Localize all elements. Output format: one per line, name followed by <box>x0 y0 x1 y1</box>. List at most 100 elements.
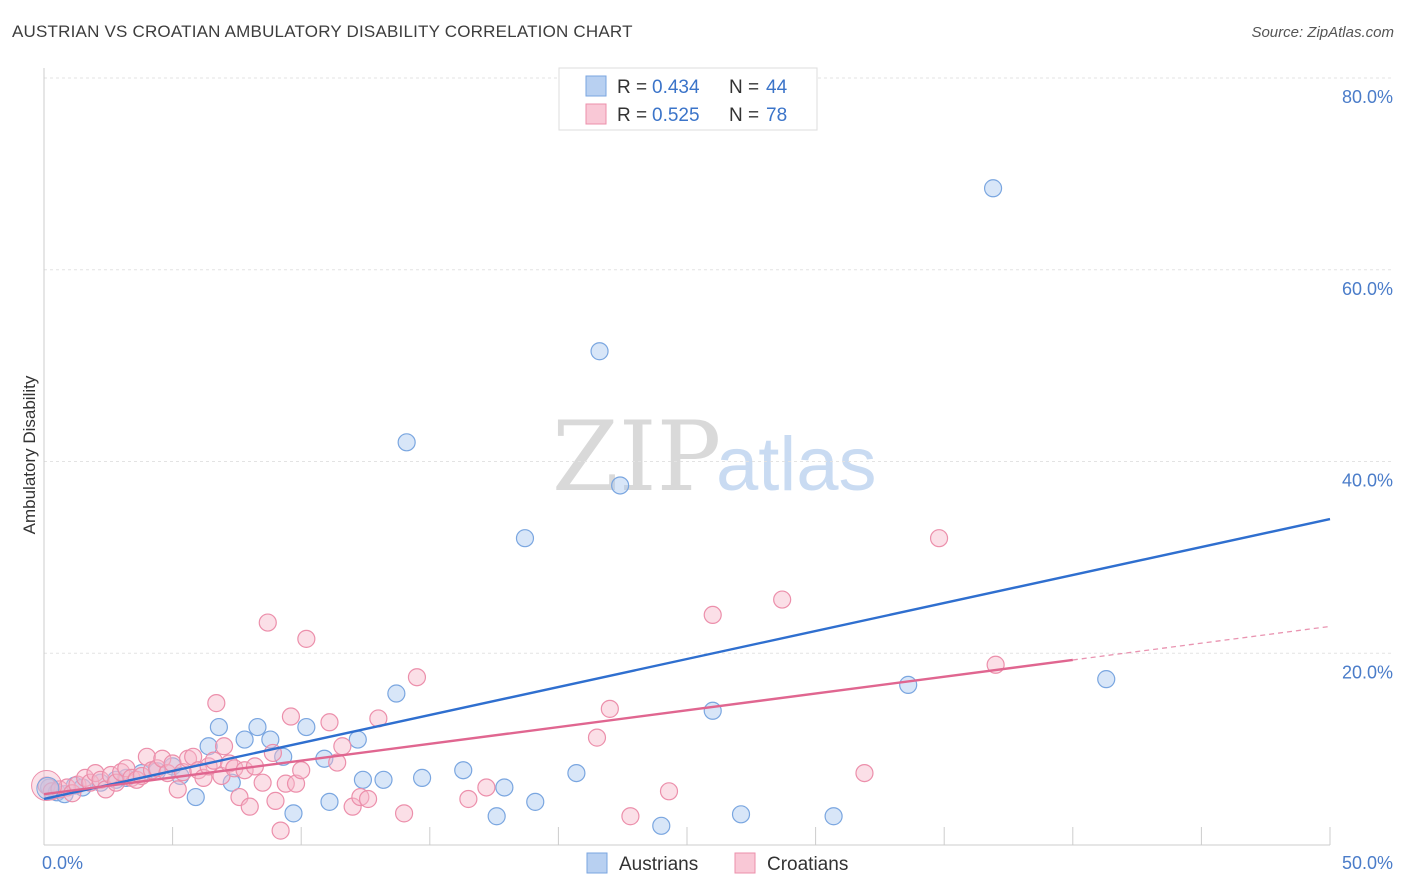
point-austrians <box>1097 670 1116 689</box>
point-austrians <box>348 730 367 749</box>
legend-r-value-croatians: 0.525 <box>652 105 700 126</box>
point-croatians <box>153 749 172 768</box>
point-croatians <box>621 807 640 826</box>
point-austrians <box>274 747 293 766</box>
point-croatians <box>333 737 352 756</box>
point-austrians <box>235 730 254 749</box>
point-austrians <box>454 761 473 780</box>
point-croatians <box>600 699 619 718</box>
point-croatians <box>328 753 347 772</box>
point-austrians <box>374 770 393 789</box>
y-tick-label: 40.0% <box>1342 471 1393 491</box>
point-austrians <box>983 179 1003 198</box>
point-austrians <box>703 701 722 720</box>
trend-line-austrians <box>43 517 1331 801</box>
point-croatians <box>91 770 110 789</box>
point-austrians <box>824 807 843 826</box>
point-croatians <box>929 529 949 548</box>
point-croatians <box>240 797 259 816</box>
point-austrians <box>487 807 506 826</box>
point-croatians <box>297 629 316 648</box>
point-austrians <box>412 768 432 787</box>
point-austrians <box>199 737 218 756</box>
point-croatians <box>343 797 362 816</box>
point-austrians <box>526 792 545 811</box>
y-tick-labels: 20.0% 40.0% 60.0% 80.0% <box>1342 87 1393 682</box>
x-tick-label-min: 0.0% <box>42 853 83 873</box>
chart-title: AUSTRIAN VS CROATIAN AMBULATORY DISABILI… <box>12 22 633 41</box>
point-austrians <box>248 717 267 737</box>
point-croatians <box>168 780 187 799</box>
point-austrians <box>611 476 630 495</box>
point-austrians <box>731 805 751 824</box>
point-croatians <box>477 778 496 797</box>
legend-n-label-austrians: N = <box>729 77 759 98</box>
gridlines <box>44 77 1393 654</box>
point-croatians <box>214 737 234 756</box>
legend-r-label-croatians: R = <box>617 105 647 126</box>
y-tick-label: 20.0% <box>1342 662 1393 682</box>
point-croatians <box>137 747 156 766</box>
axes <box>43 68 1331 846</box>
legend-r-value-austrians: 0.434 <box>652 77 700 98</box>
point-croatians <box>271 821 290 840</box>
point-croatians <box>407 668 427 687</box>
y-axis-label: Ambulatory Disability <box>20 375 39 534</box>
point-croatians <box>117 759 136 778</box>
source-credit: Source: ZipAtlas.com <box>1251 24 1394 41</box>
trend-line-croatians <box>43 658 1073 796</box>
point-austrians <box>590 342 609 361</box>
point-austrians <box>515 529 535 548</box>
point-austrians <box>284 804 303 823</box>
y-tick-label: 60.0% <box>1342 279 1393 299</box>
point-croatians <box>292 761 311 780</box>
legend-n-label-croatians: N = <box>729 105 759 126</box>
point-croatians <box>258 613 277 632</box>
legend-r-label-austrians: R = <box>617 77 647 98</box>
bottom-legend-swatch-croatians <box>734 852 756 874</box>
watermark-atlas: atlas <box>716 422 877 507</box>
point-croatians <box>587 728 607 747</box>
point-croatians <box>394 804 414 823</box>
legend-n-value-austrians: 44 <box>766 77 788 98</box>
point-croatians <box>253 773 272 792</box>
series-legend: Austrians Croatians <box>586 852 848 875</box>
x-tick-label-max: 50.0% <box>1342 853 1393 873</box>
point-austrians <box>186 787 205 807</box>
point-croatians <box>286 774 306 793</box>
point-austrians <box>899 675 918 694</box>
point-austrians <box>297 717 316 737</box>
point-austrians <box>652 816 671 835</box>
point-austrians <box>495 778 514 797</box>
point-austrians <box>567 763 586 783</box>
legend-swatch-croatians <box>585 103 607 125</box>
point-croatians <box>266 791 285 810</box>
point-austrians <box>261 730 280 749</box>
point-austrians <box>222 773 241 792</box>
legend-n-value-croatians: 78 <box>766 105 787 126</box>
bottom-legend-label-austrians: Austrians <box>619 854 698 875</box>
point-croatians <box>358 789 378 809</box>
trend-lines <box>43 517 1331 801</box>
watermark-zip: ZIP <box>552 401 721 513</box>
y-tick-label: 80.0% <box>1342 87 1393 107</box>
point-croatians <box>281 707 301 726</box>
point-croatians <box>459 789 478 809</box>
point-croatians <box>855 763 874 783</box>
point-austrians <box>320 792 339 811</box>
point-austrians <box>397 433 416 452</box>
point-croatians <box>659 782 679 801</box>
point-croatians <box>773 590 792 609</box>
point-croatians <box>207 694 226 713</box>
point-croatians <box>276 774 295 793</box>
point-croatians <box>703 605 722 625</box>
point-austrians <box>387 684 406 703</box>
point-austrians <box>353 770 373 789</box>
point-croatians <box>320 713 339 732</box>
correlation-legend: R = 0.434 N = 44 R = 0.525 N = 78 <box>558 67 818 131</box>
bottom-legend-label-croatians: Croatians <box>767 854 848 875</box>
point-austrians <box>209 717 228 737</box>
legend-swatch-austrians <box>585 75 607 97</box>
trend-extension-croatians <box>1072 625 1331 661</box>
